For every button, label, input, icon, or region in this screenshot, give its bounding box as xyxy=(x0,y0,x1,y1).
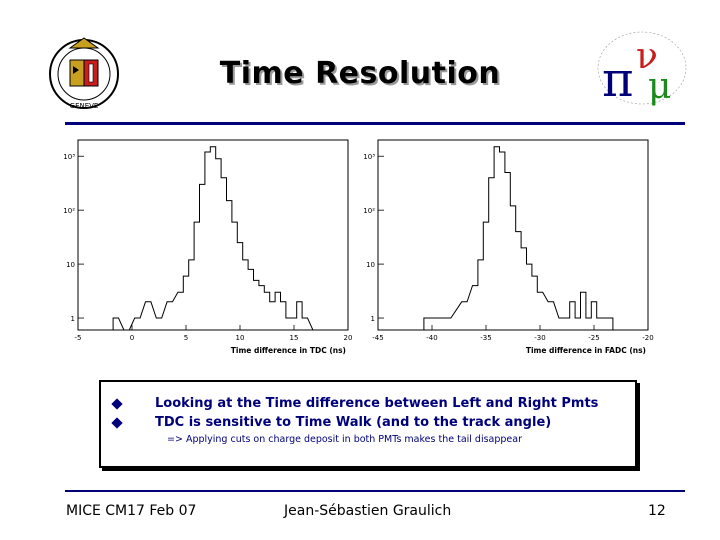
x-axis-label: Time difference in FADC (ns) xyxy=(526,346,646,355)
x-tick-label: 20 xyxy=(344,334,353,342)
slide-title: Time Resolution xyxy=(219,56,501,91)
logo-left-text: GENEVE xyxy=(70,102,99,110)
x-tick-label: 15 xyxy=(290,334,299,342)
bullet-text-1: Looking at the Time difference between L… xyxy=(155,396,599,411)
plot-frame xyxy=(377,139,649,331)
logo-mu-symbol: μ xyxy=(648,66,671,107)
mice-logo: π ν μ xyxy=(597,31,687,108)
bullet-diamond-icon xyxy=(111,397,123,410)
x-axis-label: Time difference in TDC (ns) xyxy=(231,346,346,355)
x-tick-label: -5 xyxy=(75,334,82,342)
bullet-text-2: TDC is sensitive to Time Walk (and to th… xyxy=(155,415,552,430)
y-tick-label: 10³ xyxy=(363,153,375,161)
sub-bullet-text: => Applying cuts on charge deposit in bo… xyxy=(167,434,523,445)
bottom-divider xyxy=(65,490,685,492)
footer-page-number: 12 xyxy=(648,503,666,519)
footer-author: Jean-Sébastien Graulich xyxy=(284,503,452,519)
y-tick-label: 10² xyxy=(363,207,375,215)
x-tick-label: -30 xyxy=(534,334,545,342)
bullet-row-1: Looking at the Time difference between L… xyxy=(101,396,598,411)
x-tick-label: -35 xyxy=(480,334,491,342)
top-divider xyxy=(65,122,685,125)
y-tick-label: 1 xyxy=(371,315,375,323)
histogram-figure: -5 0 5 10 15 20 1 10 10² 10³ Time difference in TD… xyxy=(63,139,654,355)
x-tick-label: -20 xyxy=(642,334,653,342)
x-tick-label: -25 xyxy=(588,334,599,342)
x-tick-label: -40 xyxy=(426,334,437,342)
bullet-row-2: TDC is sensitive to Time Walk (and to th… xyxy=(101,415,551,430)
y-tick-label: 10 xyxy=(66,261,75,269)
x-tick-label: -45 xyxy=(372,334,383,342)
y-tick-label: 10² xyxy=(63,207,75,215)
bullet-box: Looking at the Time difference between L… xyxy=(99,380,637,468)
x-tick-label: 5 xyxy=(184,334,188,342)
logo-nu-symbol: ν xyxy=(636,36,658,77)
university-geneva-logo: GENEVE xyxy=(49,37,119,110)
footer-event: MICE CM17 Feb 07 xyxy=(66,503,197,519)
x-tick-label: 10 xyxy=(236,334,245,342)
y-tick-label: 10 xyxy=(366,261,375,269)
bullet-diamond-icon xyxy=(111,416,123,429)
logo-pi-symbol: π xyxy=(602,52,634,108)
plot-frame xyxy=(77,139,349,331)
y-tick-label: 10³ xyxy=(63,153,75,161)
histogram-series xyxy=(423,146,614,330)
x-tick-label: 0 xyxy=(130,334,134,342)
y-tick-label: 1 xyxy=(71,315,75,323)
histogram-series xyxy=(112,146,319,331)
